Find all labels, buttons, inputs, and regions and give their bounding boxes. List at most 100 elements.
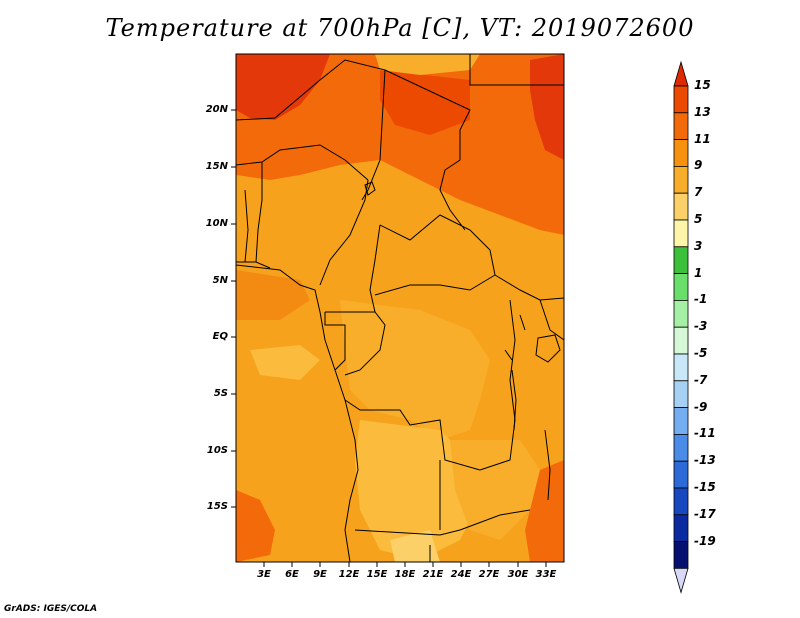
border-car-drc [374, 274, 496, 296]
colorbar-label-10: -5 [694, 346, 708, 360]
colorbar-label-14: -13 [694, 453, 716, 468]
colorbar-over-triangle [673, 60, 689, 87]
border-benin [255, 162, 263, 263]
colorbar-label-3: 9 [694, 158, 703, 173]
colorbar-box-5 [673, 192, 689, 221]
lon-label-30e: 30E [507, 569, 529, 580]
field-north-cool-strip [375, 54, 480, 75]
border-algeria-niger [236, 59, 386, 121]
colorbar-box-12 [673, 380, 689, 408]
colorbar-box-6 [673, 219, 689, 248]
colorbar-label-11: -7 [694, 372, 708, 387]
lake-malawi [544, 429, 551, 501]
field-north-center-hot [380, 70, 470, 135]
border-niger-chad [361, 69, 386, 201]
colorbar-label-1: 13 [694, 104, 711, 119]
colorbar-box-9 [673, 299, 689, 328]
border-angola-namibia [354, 529, 461, 536]
colorbar-under-triangle [673, 568, 689, 594]
field-south-cool [355, 420, 480, 560]
colorbar-label-8: -1 [694, 292, 708, 307]
lon-label-18e: 18E [394, 569, 416, 580]
lon-label-33e: 33E [535, 569, 557, 580]
colorbar-box-18 [673, 541, 689, 569]
field-southeast-cool [450, 440, 540, 540]
lon-label-12e: 12E [338, 569, 360, 580]
border-nigeria-cameroon [319, 179, 369, 286]
lake-tanganyika [511, 369, 517, 431]
colorbar-label-12: -9 [694, 399, 708, 414]
border-niger-nigeria [236, 144, 369, 181]
borders [236, 54, 564, 562]
lat-label-10n: 10N [205, 218, 228, 229]
border-libya-egypt [469, 54, 564, 86]
field-southwest-hot [236, 490, 275, 562]
border-drc-angola [344, 399, 481, 471]
colorbar-label-13: -11 [694, 426, 716, 441]
lat-label-15s: 15S [206, 501, 228, 512]
lat-label-5n: 5N [212, 275, 228, 286]
rift-lakes [504, 314, 526, 361]
colorbar-label-2: 11 [694, 131, 711, 146]
border-zambia-zimbabwe [459, 509, 531, 531]
colorbar-box-2 [673, 112, 689, 141]
colorbar-label-5: 5 [694, 212, 703, 226]
border-gabon [324, 312, 346, 371]
border-congo [325, 311, 386, 376]
colorbar-box-15 [673, 460, 689, 489]
border-togo [244, 189, 249, 263]
colorbar-label-4: 7 [694, 185, 703, 200]
field-northwest-hotter [236, 54, 330, 120]
border-libya-chad [384, 69, 471, 231]
colorbar-box-11 [673, 353, 689, 382]
colorbar-label-7: 1 [694, 265, 703, 280]
lon-label-24e: 24E [450, 569, 472, 580]
field-south-lightest [390, 530, 440, 562]
lon-label-9e: 9E [313, 569, 327, 580]
lake-chad [364, 181, 376, 196]
field-west-hot [236, 270, 310, 320]
colorbar-box-16 [673, 487, 689, 516]
temperature-field [236, 54, 564, 562]
lat-label-20n: 20N [205, 104, 228, 115]
colorbar [673, 60, 689, 594]
lat-label-eq: EQ [212, 331, 228, 342]
colorbar-box-7 [673, 246, 689, 275]
colorbar-box-4 [673, 165, 689, 194]
lat-label-15n: 15N [205, 161, 228, 172]
colorbar-label-16: -17 [694, 506, 716, 521]
colorbar-box-8 [673, 273, 689, 301]
coastline-gulf [236, 261, 271, 269]
lon-label-3e: 3E [257, 569, 271, 580]
map-frame [235, 53, 565, 563]
colorbar-label-17: -19 [694, 533, 716, 548]
border-uganda-kenya [539, 299, 564, 341]
lat-ticks [231, 109, 236, 508]
colorbar-label-15: -15 [694, 480, 716, 494]
field-coast-cool [250, 345, 320, 380]
field-southeast-hot [525, 460, 564, 562]
colorbar-box-1 [673, 85, 689, 114]
field-north-hot [236, 54, 564, 235]
grads-credit: GrADS: IGES/COLA [4, 604, 98, 614]
lon-label-15e: 15E [366, 569, 388, 580]
border-chad-car [379, 214, 496, 276]
border-drc-east [479, 299, 516, 471]
colorbar-box-14 [673, 433, 689, 462]
colorbar-box-17 [673, 514, 689, 542]
field-central-cool [340, 300, 490, 440]
colorbar-label-6: 3 [694, 238, 703, 253]
lon-label-27e: 27E [478, 569, 500, 580]
lon-ticks [263, 562, 547, 567]
lat-label-10s: 10S [206, 445, 228, 456]
coastline-west [236, 264, 359, 562]
field-northeast-hotter [530, 54, 564, 160]
colorbar-box-3 [673, 139, 689, 167]
lon-label-6e: 6E [285, 569, 299, 580]
border-car-sudan [494, 274, 564, 301]
colorbar-label-0: 15 [694, 78, 711, 92]
colorbar-label-9: -3 [694, 319, 708, 334]
colorbar-box-10 [673, 326, 689, 355]
colorbar-box-13 [673, 407, 689, 435]
